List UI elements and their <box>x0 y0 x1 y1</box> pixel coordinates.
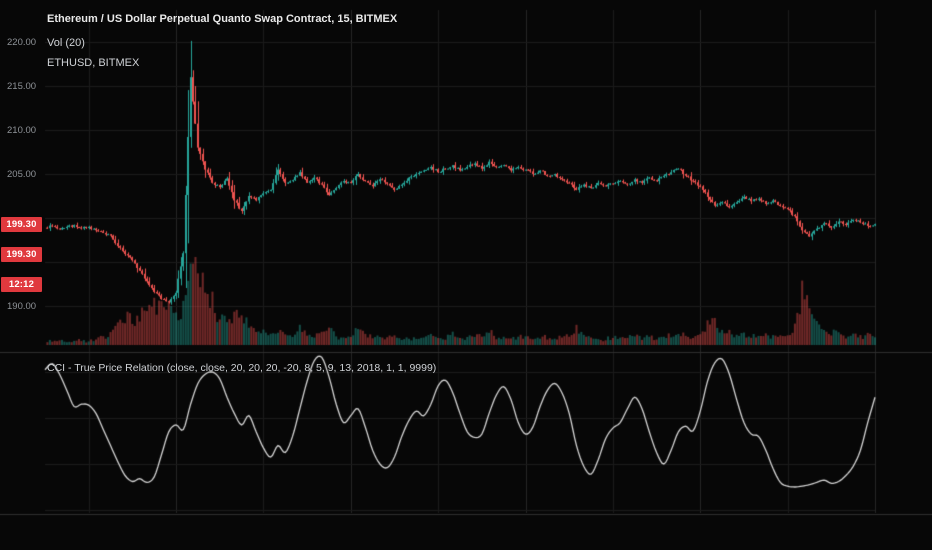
cci-indicator-legend[interactable]: CCI - True Price Relation (close, close,… <box>47 362 437 374</box>
price-axis-left[interactable]: 220.00 215.00 210.00 205.00 190.00 199.3… <box>0 0 45 352</box>
countdown-badge: 12:12 <box>1 277 42 292</box>
cci-axis-right[interactable]: 100.0000 0.0000 -100.0000 -200.0000 <box>875 353 932 513</box>
chart-title-legend[interactable]: Ethereum / US Dollar Perpetual Quanto Sw… <box>47 13 398 25</box>
cci-axis-left[interactable]: 100.0000 0.0000 -100.0000 -200.0000 <box>0 353 57 513</box>
price-axis-right[interactable]: 220.00 215.00 210.00 205.00 190.00 199.3… <box>875 0 932 352</box>
last-price-badge: 199.30 <box>1 247 42 262</box>
price-tick-label: 215.00 <box>7 81 37 92</box>
price-tick-label: 205.00 <box>7 169 37 180</box>
price-tick-label: 220.00 <box>7 37 37 48</box>
volume-indicator-legend[interactable]: Vol (20) <box>47 37 85 49</box>
price-tick-label: 190.00 <box>7 301 37 312</box>
last-price-badge: 199.30 <box>1 217 42 232</box>
symbol-legend[interactable]: ETHUSD, BITMEX <box>47 57 140 69</box>
time-axis[interactable]: 12:00 15 12:00 16 12:00 17 12:00 18 12:0… <box>0 515 932 550</box>
price-tick-label: 210.00 <box>7 125 37 136</box>
